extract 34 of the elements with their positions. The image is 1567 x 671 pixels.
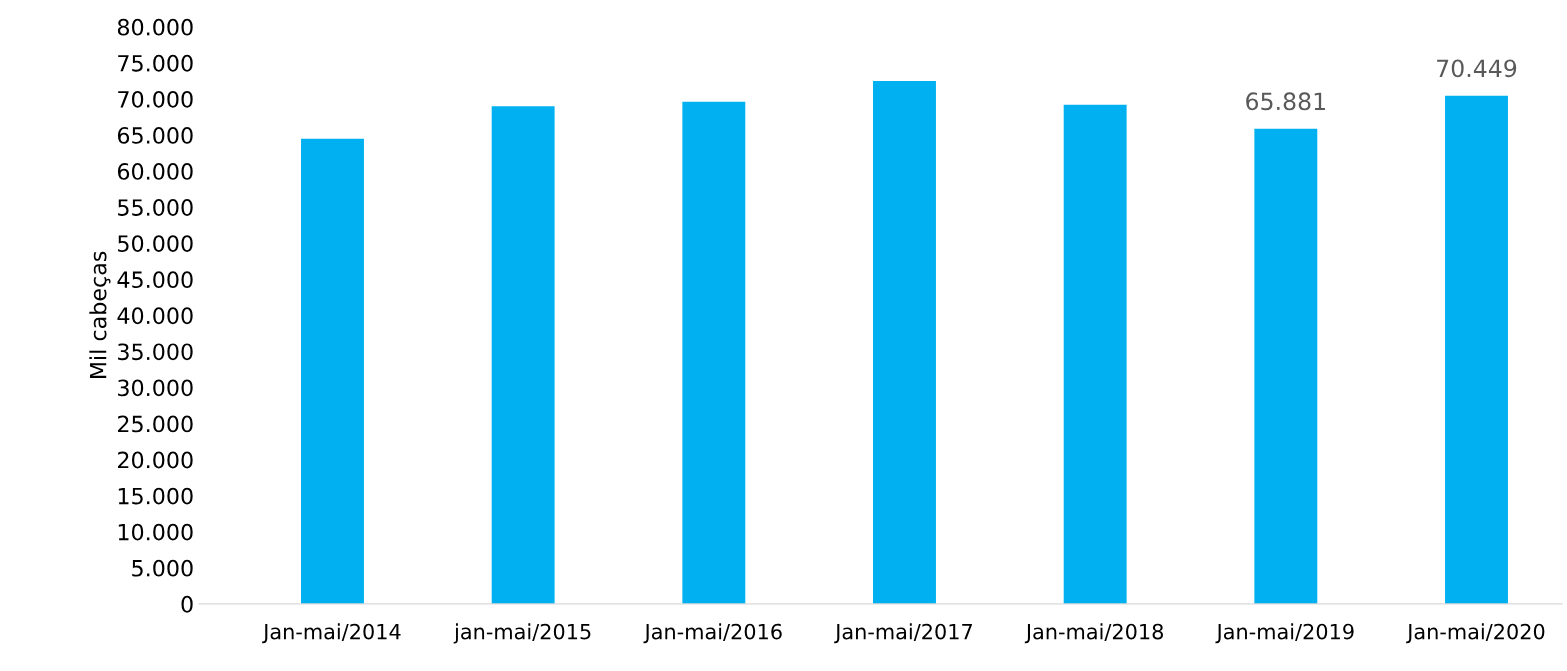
y-tick-label: 35.000 [118, 343, 193, 361]
y-tick-label: 75.000 [118, 54, 193, 72]
x-tick-label: Jan-mai/2019 [1215, 623, 1354, 644]
y-tick-label: 55.000 [118, 199, 193, 216]
data-label: 65.881 [1246, 92, 1325, 111]
y-tick-label: 0 [181, 595, 193, 613]
data-label: 70.449 [1437, 59, 1517, 78]
bar [491, 106, 555, 604]
y-tick-label: 5.000 [132, 559, 193, 577]
y-tick-label: 80.000 [117, 18, 193, 36]
y-tick-label: 50.000 [118, 235, 193, 252]
bar [1063, 104, 1127, 604]
y-tick-label: 60.000 [117, 163, 193, 180]
y-tick-label: 10.000 [118, 523, 193, 541]
y-axis-title: Mil cabeças [89, 251, 111, 378]
y-tick-label: 30.000 [118, 379, 193, 397]
y-tick-label: 65.000 [117, 126, 193, 144]
y-tick-label: 45.000 [117, 271, 193, 289]
y-tick-label: 20.000 [118, 451, 193, 469]
x-tick-label: Jan-mai/2020 [1406, 623, 1545, 644]
x-tick-label: jan-mai/2015 [453, 623, 591, 644]
x-tick-label: Jan-mai/2016 [643, 623, 782, 644]
x-tick-label: Jan-mai/2014 [262, 623, 401, 644]
bar [1254, 128, 1318, 604]
bar [301, 138, 364, 604]
bar [873, 80, 936, 604]
x-tick-label: Jan-mai/2018 [1024, 623, 1163, 644]
bar [1445, 95, 1508, 604]
y-tick-label: 70.000 [118, 90, 193, 108]
y-tick-label: 25.000 [118, 415, 193, 433]
y-tick-label: 40.000 [117, 307, 193, 325]
y-tick-label: 15.000 [118, 487, 193, 505]
bar [682, 101, 746, 604]
x-tick-label: Jan-mai/2017 [834, 623, 972, 644]
